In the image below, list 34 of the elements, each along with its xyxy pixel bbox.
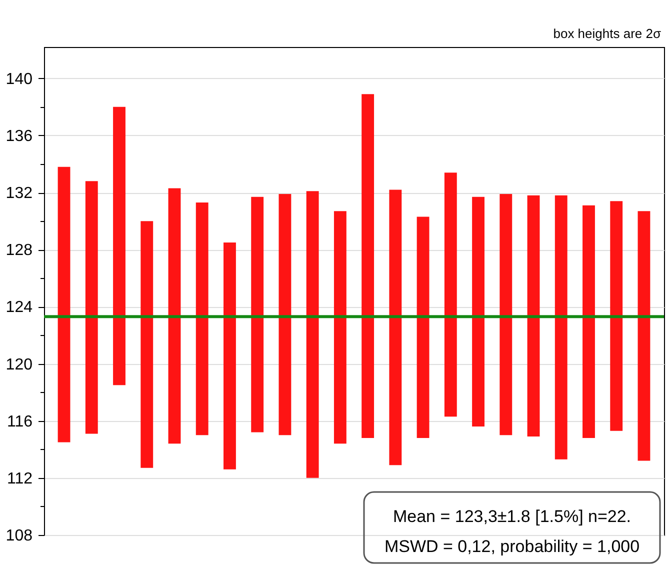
annotation: Mean = 123,3±1.8 [1.5%] n=22. (392, 507, 632, 526)
bar (500, 194, 512, 436)
bar (278, 194, 292, 436)
y-tick-label: 140 (6, 70, 33, 88)
y-tick-label: 136 (6, 128, 33, 145)
y-tick-label: 108 (6, 528, 33, 544)
bar (140, 221, 154, 468)
bar (58, 166, 70, 442)
text: MSWD = 0,12, probability = 1,000 (384, 537, 640, 556)
bar (582, 205, 595, 438)
y-tick-label: 116 (6, 413, 33, 430)
bar (85, 181, 98, 434)
bar (306, 191, 319, 478)
y-tick-label: 124 (6, 299, 33, 316)
bar (389, 190, 402, 466)
y-tick-label: 112 (6, 470, 33, 488)
bar (196, 202, 208, 436)
bar (610, 201, 623, 431)
bar (416, 216, 430, 438)
bar (472, 196, 484, 427)
bar (362, 94, 374, 438)
bar (224, 242, 236, 470)
text: box heights are 2σ (553, 26, 661, 41)
bar (168, 188, 181, 444)
bar (251, 196, 264, 432)
bar (527, 195, 540, 437)
bar (334, 211, 346, 444)
bar (444, 172, 457, 417)
y-tick-label: 128 (6, 242, 33, 260)
bar (113, 106, 126, 386)
bar (638, 211, 650, 461)
y-tick-label: 120 (6, 356, 33, 374)
y-tick-label: 132 (6, 185, 33, 202)
bar (554, 195, 568, 460)
